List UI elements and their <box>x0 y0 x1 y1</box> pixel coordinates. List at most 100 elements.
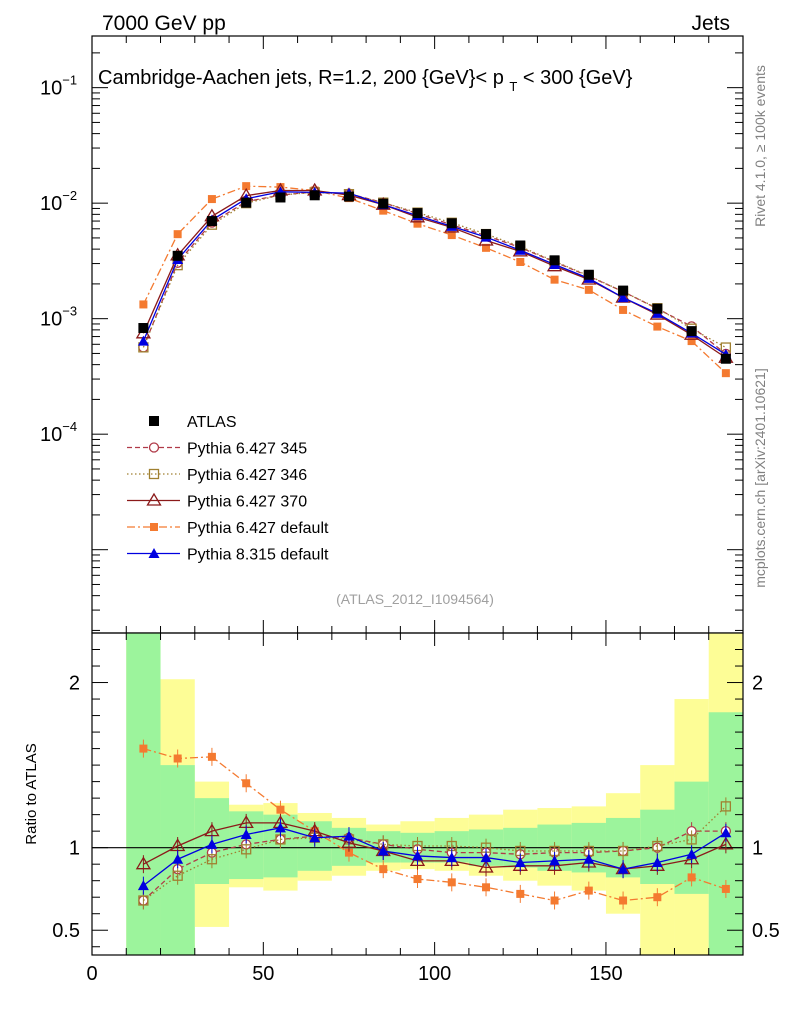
data-point <box>481 229 492 240</box>
ratio-series-point <box>549 855 561 866</box>
chart-title: Cambridge-Aachen jets, R=1.2, 200 {GeV}<… <box>98 67 633 94</box>
main-panel: 10−110−210−310−4 Cambridge-Aachen jets, … <box>40 35 744 634</box>
ratio-series-point <box>721 884 730 893</box>
ratio-tick-label: 1 <box>69 838 80 860</box>
ratio-series-point <box>309 832 321 843</box>
y-tick-label: 10−1 <box>40 73 77 100</box>
main-series-point <box>242 182 251 191</box>
data-point <box>172 250 183 261</box>
x-tick-label: 0 <box>86 963 97 985</box>
legend: ATLAS Pythia 6.427 345 Pythia 6.427 346 Pyt… <box>127 414 329 564</box>
legend-marker <box>148 548 160 558</box>
ratio-series-point <box>138 895 149 906</box>
ratio-series-point <box>274 822 286 833</box>
ratio-series-point <box>241 844 252 855</box>
main-series-point <box>653 322 662 331</box>
data-point <box>446 218 457 229</box>
data-point <box>241 197 252 208</box>
ratio-series-point <box>207 752 216 761</box>
main-series-line <box>142 185 727 374</box>
ratio-series-point <box>206 854 218 865</box>
ratio-series-point <box>377 845 389 856</box>
main-series-point <box>482 243 491 252</box>
ratio-series-point <box>482 883 491 892</box>
main-series-point <box>379 206 388 215</box>
ratio-series-point <box>686 848 698 859</box>
x-tick-label: 100 <box>418 963 451 985</box>
data-point <box>275 192 286 203</box>
ratio-series-point <box>343 830 355 841</box>
legend-marker <box>146 492 162 506</box>
main-series-point <box>721 369 730 378</box>
header-right: Jets <box>691 12 730 35</box>
data-point <box>686 326 697 337</box>
legend-label: Pythia 6.427 345 <box>187 441 307 458</box>
main-series-point <box>617 292 629 303</box>
data-point <box>309 190 320 201</box>
side-label-rivet: Rivet 4.1.0, ≥ 100k events <box>752 65 768 227</box>
data-point <box>618 285 629 296</box>
ratio-tick-label: 0.5 <box>52 920 80 942</box>
ratio-series-point <box>583 853 595 864</box>
main-series-point <box>516 257 525 266</box>
data-point <box>515 240 526 251</box>
ratio-tick-label-right: 0.5 <box>752 920 780 942</box>
header-left: 7000 GeV pp <box>102 12 226 35</box>
side-label-mcplots: mcplots.cern.ch [arXiv:2401.10621] <box>752 368 768 587</box>
ratio-series-line <box>143 805 727 902</box>
ratio-series-point <box>617 845 629 857</box>
ratio-tick-label-right: 1 <box>752 838 763 860</box>
data-point <box>720 353 731 364</box>
ratio-series-line <box>142 827 727 887</box>
legend-label: Pythia 6.427 default <box>187 520 329 537</box>
y-tick-label: 10−3 <box>40 304 77 331</box>
y-tick-label-exponent: −3 <box>62 304 77 319</box>
main-series-point <box>137 335 149 346</box>
ratio-panel: 0.5 0.5 1 1 2 2 0 50 100 150 Ratio to ATLAS <box>23 632 780 985</box>
chart-title-text: Cambridge-Aachen jets, R=1.2, 200 {GeV}<… <box>98 67 504 89</box>
data-point <box>206 216 217 227</box>
data-point <box>412 208 423 219</box>
main-series-point <box>619 305 628 314</box>
ratio-series-point <box>619 896 628 905</box>
ratio-series-point <box>514 857 526 868</box>
legend-label: Pythia 6.427 346 <box>187 467 307 484</box>
ratio-series-point <box>240 828 252 839</box>
ratio-series-point <box>172 853 184 864</box>
ratio-ylabel: Ratio to ATLAS <box>23 743 40 844</box>
title-subscript: T <box>509 79 517 94</box>
main-series-point <box>447 231 456 240</box>
ratio-series-point <box>651 857 663 868</box>
ratio-series-point <box>446 852 458 863</box>
data-point <box>652 303 663 314</box>
analysis-id: (ATLAS_2012_I1094564) <box>336 591 494 607</box>
ratio-tick-label-right: 2 <box>752 673 763 695</box>
ratio-series-point <box>379 865 388 874</box>
ratio-series-point <box>686 834 697 845</box>
legend-label: ATLAS <box>187 414 237 431</box>
legend-marker <box>148 442 160 453</box>
legend-marker <box>148 468 160 480</box>
y-tick-label-exponent: −2 <box>62 188 77 203</box>
legend-marker <box>149 416 159 426</box>
ratio-panel-frame <box>91 632 744 956</box>
ratio-series-point <box>242 779 251 788</box>
ratio-series-point <box>276 805 285 814</box>
main-series-point <box>173 230 182 239</box>
main-series-point <box>139 300 148 309</box>
legend-label: Pythia 8.315 default <box>187 547 329 564</box>
ratio-series-point <box>720 827 732 838</box>
ratio-series-point <box>653 893 662 902</box>
ratio-series-point <box>135 856 152 870</box>
data-point <box>343 191 354 202</box>
ratio-series-point <box>584 886 593 895</box>
ratio-series-point <box>687 873 696 882</box>
legend-label: Pythia 6.427 370 <box>187 494 307 511</box>
data-point <box>549 255 560 266</box>
main-series-point <box>550 275 559 284</box>
data-point <box>583 269 594 280</box>
title-rest: < 300 {GeV} <box>517 67 632 89</box>
ratio-series-point <box>550 896 559 905</box>
ratio-series-point <box>413 875 422 884</box>
